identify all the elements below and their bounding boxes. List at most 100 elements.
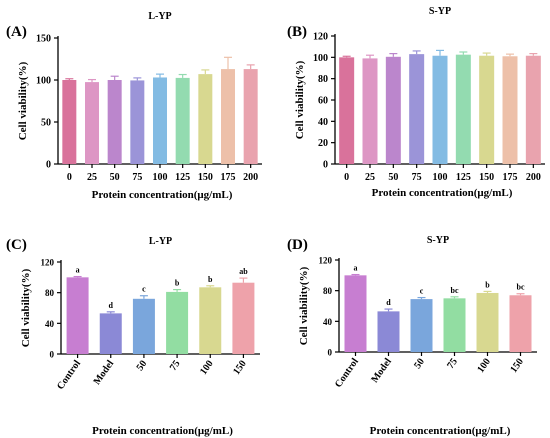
panel-d-bar — [344, 275, 367, 352]
panel-b-title: S-YP — [429, 6, 451, 17]
panel-d-title: S-YP — [427, 235, 449, 246]
panel-a-y-tick-label: 100 — [36, 76, 51, 87]
panel-d-y-tick-label: 0 — [328, 348, 333, 358]
panel-c-significance-letter: a — [76, 266, 80, 275]
panel-b-x-tick-label: 125 — [456, 172, 471, 183]
panel-d-x-tick-label: 150 — [508, 356, 526, 375]
panel-b-bar — [339, 57, 355, 165]
panel-d-x-tick-label: 50 — [412, 356, 427, 371]
panel-a-title: L-YP — [148, 11, 171, 22]
panel-b-bar — [479, 55, 495, 164]
panel-c-y-tick-label: 0 — [50, 350, 55, 360]
panel-a-bar — [85, 82, 99, 164]
panel-a-x-tick-label: 75 — [132, 172, 142, 183]
panel-c-significance-letter: ab — [239, 267, 248, 276]
panel-a-x-tick-label: 25 — [87, 172, 97, 183]
panel-b-x-tick-label: 75 — [412, 172, 422, 183]
panel-c-y-label: Cell viability(%) — [20, 268, 32, 347]
panel-a-y-tick-label: 150 — [36, 34, 51, 45]
panel-d-y-tick-label: 40 — [323, 317, 333, 327]
panel-d-bar — [410, 299, 433, 352]
panel-b-y-tick-label: 120 — [313, 32, 328, 43]
panel-c-title: L-YP — [149, 236, 172, 247]
panel-c-y-tick-label: 40 — [45, 319, 55, 329]
panel-b-x-label: Protein concentration(μg/mL) — [372, 187, 513, 199]
panel-b-x-tick-label: 0 — [344, 172, 349, 183]
panel-a-y-tick-label: 0 — [46, 160, 51, 171]
panel-b-y-tick-label: 20 — [318, 138, 328, 149]
panel-c-label: (C) — [6, 237, 27, 253]
panel-d-bar — [377, 311, 400, 352]
panel-a-x-tick-label: 175 — [221, 172, 236, 183]
panel-b-y-tick-label: 40 — [318, 117, 328, 128]
panel-c: (C) L-YP 0 40 80 120 Cell viability(%) a Control… — [6, 236, 260, 437]
panel-c-significance-letter: b — [175, 279, 180, 288]
panel-b-bar — [525, 55, 541, 164]
panel-a-x-tick-label: 100 — [153, 172, 168, 183]
panel-b-y-tick-label: 80 — [318, 74, 328, 85]
panel-a-bar — [243, 69, 258, 164]
panel-c-x-tick-label: Control — [55, 358, 83, 392]
panel-d-y-tick-label: 120 — [319, 256, 333, 266]
panel-a-label: (A) — [6, 24, 27, 40]
panel-d-y-tick-label: 80 — [323, 286, 333, 296]
panel-b-y-tick-label: 100 — [313, 53, 328, 64]
panel-b-bar — [502, 56, 518, 165]
panel-c-y-tick-label: 80 — [45, 288, 55, 298]
panel-d-bar — [476, 292, 499, 352]
panel-a-y-label: Cell viability(%) — [17, 61, 29, 140]
panel-a-bar — [130, 80, 145, 164]
panel-d-significance-letter: c — [420, 287, 424, 296]
panel-a-bar — [175, 77, 190, 164]
panel-c-x-tick-label: 100 — [198, 358, 216, 377]
panel-b-x-tick-label: 25 — [365, 172, 375, 183]
panel-d-x-tick-label: Model — [369, 356, 394, 385]
panel-b-y-tick-label: 60 — [318, 96, 328, 107]
panel-a-bar — [198, 74, 213, 164]
panel-b-x-tick-label: 100 — [433, 172, 448, 183]
panel-b-x-tick-label: 150 — [479, 172, 494, 183]
panel-c-x-label: Protein concentration(μg/mL) — [92, 425, 233, 437]
panel-a: (A) L-YP 0 50 100 150 Cell viability(%) 0 25 50 75… — [6, 11, 262, 201]
panel-a-bar — [107, 80, 122, 164]
panel-b-bar — [432, 55, 448, 164]
panel-b: (B) S-YP 0 20 40 60 80 100 120 Cell viability(%) 0… — [287, 6, 545, 199]
panel-d-significance-letter: bc — [451, 286, 459, 295]
panel-d-x-tick-label: 100 — [475, 356, 493, 375]
panel-d-x-tick-label: 75 — [445, 356, 460, 371]
panel-b-y-tick-label: 0 — [323, 160, 328, 171]
panel-c-y-tick-label: 120 — [41, 258, 55, 268]
panel-d-bar — [509, 295, 532, 352]
panel-a-bar — [62, 80, 77, 164]
panel-c-significance-letter: c — [142, 285, 146, 294]
panel-d-label: (D) — [287, 237, 308, 253]
panel-d-bar — [443, 298, 466, 352]
panel-b-bar — [362, 58, 378, 164]
panel-a-bar — [153, 77, 167, 164]
panel-d-x-label: Protein concentration(μg/mL) — [370, 425, 511, 437]
panel-a-x-tick-label: 200 — [243, 172, 258, 183]
panel-d-significance-letter: a — [354, 264, 358, 273]
panel-a-x-tick-label: 50 — [110, 172, 120, 183]
panel-d-significance-letter: d — [386, 298, 391, 307]
panel-c-bar — [66, 277, 89, 354]
panel-b-y-label: Cell viability(%) — [294, 60, 306, 139]
panel-c-bar — [166, 291, 189, 354]
panel-b-bar — [409, 54, 425, 165]
panel-c-bar — [132, 298, 155, 354]
panel-a-x-label: Protein concentration(μg/mL) — [92, 189, 233, 201]
panel-a-x-tick-label: 150 — [198, 172, 213, 183]
panel-c-significance-letter: b — [208, 275, 213, 284]
panel-b-label: (B) — [287, 24, 307, 40]
panel-c-bar — [199, 287, 222, 354]
panel-c-x-tick-label: 50 — [135, 358, 150, 373]
panel-b-bar — [455, 54, 471, 164]
panel-c-x-tick-label: 150 — [231, 358, 249, 377]
panel-d-y-label: Cell viability(%) — [298, 266, 310, 345]
panel-a-x-tick-label: 125 — [175, 172, 190, 183]
panel-c-bar — [232, 282, 255, 354]
panel-b-x-tick-label: 50 — [388, 172, 398, 183]
panel-c-x-tick-label: Model — [92, 358, 117, 387]
panel-d-significance-letter: bc — [517, 283, 525, 292]
